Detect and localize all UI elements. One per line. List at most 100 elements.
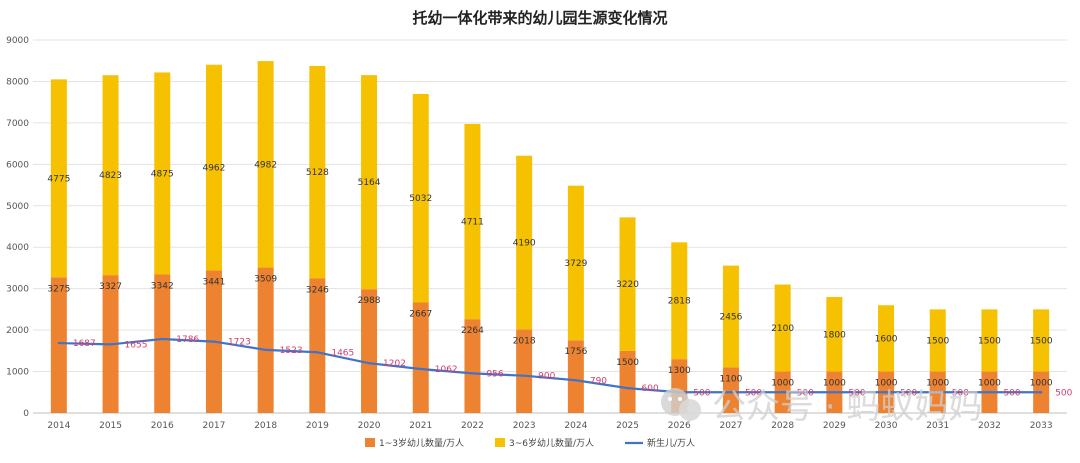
line-data-label: 600	[642, 384, 659, 394]
wechat-icon	[661, 388, 701, 421]
bar-data-label: 1500	[978, 336, 1001, 346]
bar-data-label: 4962	[202, 164, 225, 174]
bar-segment-1-3	[619, 350, 636, 413]
bar-data-label: 2988	[358, 296, 381, 306]
bar-data-label: 5032	[409, 194, 432, 204]
line-data-label: 1062	[435, 365, 458, 375]
gridlines	[33, 39, 1067, 414]
bar-data-label: 1500	[616, 358, 639, 368]
bar-segment-3-6	[878, 305, 895, 372]
bar-data-label: 2667	[409, 309, 432, 319]
data-labels: 3275 4775 3327 4823 3342 4875 3441 4962 3509 4982…	[47, 160, 1072, 398]
bar-segment-1-3	[361, 289, 378, 413]
bar-segment-3-6	[361, 75, 378, 290]
x-tick-label: 2015	[99, 421, 122, 431]
legend-label: 新生儿/万人	[647, 437, 695, 449]
y-tick-label: 3000	[6, 285, 29, 295]
line-point	[833, 391, 836, 394]
line-point	[522, 374, 526, 377]
line-data-label: 500	[1055, 388, 1072, 398]
bar-data-label: 2018	[513, 336, 536, 346]
line-data-label: 1202	[383, 359, 406, 369]
bar-data-label: 1000	[771, 379, 794, 389]
x-tick-label: 2032	[978, 421, 1001, 431]
line-point	[626, 386, 629, 390]
bar-segment-3-6	[154, 72, 171, 275]
line-data-label: 900	[538, 372, 555, 382]
bar-data-label: 1500	[1030, 336, 1053, 346]
line-point	[367, 361, 371, 365]
x-tick-label: 2017	[202, 421, 225, 431]
bar-data-label: 1600	[875, 334, 898, 344]
newborn-line	[58, 337, 1042, 394]
x-tick-label: 2021	[409, 421, 432, 431]
bar-segment-3-6	[516, 155, 533, 330]
y-tick-label: 6000	[6, 160, 29, 170]
bar-data-label: 1756	[564, 347, 587, 357]
bar-data-label: 4711	[461, 218, 484, 228]
bar-segment-1-3	[154, 274, 171, 413]
line-point	[936, 391, 939, 394]
x-tick-label: 2029	[823, 421, 846, 431]
bar-segment-1-3	[412, 302, 429, 413]
bar-data-label: 4875	[151, 169, 174, 179]
bar-segment-1-3	[309, 278, 326, 413]
line-data-label: 1465	[331, 348, 354, 358]
y-tick-label: 2000	[6, 326, 29, 336]
bar-data-label: 5128	[306, 168, 329, 178]
x-tick-label: 2020	[358, 421, 381, 431]
line-point	[729, 391, 733, 394]
bar-segment-3-6	[826, 296, 843, 372]
line-data-label: 500	[797, 388, 814, 398]
line-point	[988, 391, 991, 394]
bar-segment-3-6	[50, 79, 67, 278]
bar-segment-3-6	[1033, 309, 1050, 372]
x-tick-label: 2019	[306, 421, 329, 431]
watermark: 公众号 · 蚂蚁妈妈	[661, 387, 982, 427]
bar-data-label: 2264	[461, 326, 484, 336]
watermark-text: 公众号 · 蚂蚁妈妈	[712, 387, 982, 427]
bar-data-label: 3327	[99, 282, 122, 292]
y-tick-label: 7000	[6, 119, 29, 129]
bar-segment-3-6	[102, 75, 119, 276]
line-point	[1039, 391, 1043, 394]
bar-segment-3-6	[205, 64, 222, 271]
bar-segment-3-6	[464, 123, 481, 320]
bar-segment-1-3	[722, 367, 739, 413]
line-data-label: 500	[900, 388, 917, 398]
bar-data-label: 1100	[719, 374, 742, 384]
y-tick-label: 0	[23, 409, 29, 419]
x-tick-label: 2024	[564, 421, 587, 431]
line-data-label: 500	[745, 388, 762, 398]
bar-data-label: 3275	[47, 284, 70, 294]
bar-data-label: 1000	[823, 379, 846, 389]
line-point	[419, 367, 422, 371]
bar-segment-1-3	[257, 267, 274, 413]
bar-data-label: 4823	[99, 171, 122, 181]
line-point	[161, 337, 164, 341]
line-data-label: 1655	[125, 340, 148, 350]
line-point	[316, 351, 319, 354]
line-point	[57, 341, 61, 345]
line-data-label: 1687	[73, 339, 96, 349]
x-axis-ticks: 2014 2015 2016 2017 2018 2019 2020 2021 2022 2023…	[47, 421, 1052, 431]
bar-data-label: 1000	[875, 379, 898, 389]
line-point	[212, 340, 216, 343]
line-point	[781, 391, 784, 394]
line-data-label: 1786	[176, 335, 199, 345]
bar-data-label: 3342	[151, 281, 174, 291]
bars	[50, 61, 1050, 413]
line-point	[264, 348, 267, 352]
bar-data-label: 2100	[771, 324, 794, 334]
bar-segment-3-6	[567, 185, 584, 341]
x-tick-label: 2023	[513, 421, 536, 431]
line-series	[57, 337, 1043, 394]
legend-swatch	[495, 438, 505, 447]
x-tick-label: 2028	[771, 421, 794, 431]
line-data-label: 956	[486, 369, 503, 379]
line-point	[574, 379, 578, 382]
legend-swatch	[365, 438, 375, 447]
chart-title: 托幼一体化带来的幼儿园生源变化情况	[412, 9, 667, 27]
bar-segment-1-3	[50, 277, 67, 413]
